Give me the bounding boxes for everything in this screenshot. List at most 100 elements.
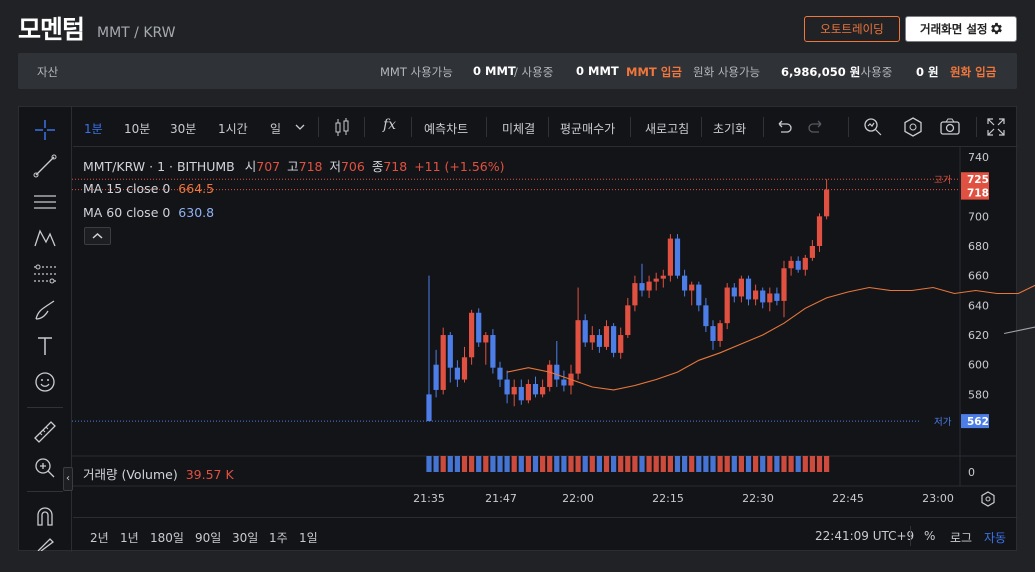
brush-icon[interactable] [32,297,58,323]
range-2y[interactable]: 2년 [90,531,109,545]
legend-close-label: 종 [371,159,384,174]
mmt-in-use-label: / 사용중 [514,65,554,79]
interval-10m[interactable]: 10분 [124,122,151,136]
range-1y[interactable]: 1년 [120,531,139,545]
ma60-legend: MA 60 close 0 630.8 [83,205,214,220]
page-header: 모멘텀 MMT / KRW 오토트레이딩 거래화면 설정 [0,0,1035,52]
drawing-toolbar [19,107,72,552]
bottom-separator [910,526,911,546]
toolbar-separator [630,117,631,137]
range-1d[interactable]: 1일 [299,531,318,545]
ma15-legend: MA 15 close 0 664.5 [83,181,214,196]
toolbar-separator [548,117,549,137]
interval-1h[interactable]: 1시간 [218,122,248,136]
krw-available-value: 6,986,050 원 [781,65,861,79]
collapse-legend-button[interactable] [84,227,111,245]
ohlc-legend: MMT/KRW · 1 · BITHUMB 시707 고718 저706 종71… [83,156,504,175]
range-1w[interactable]: 1주 [269,531,288,545]
toolbar-separator [318,117,319,137]
toolbar-separator [701,117,702,137]
pattern-icon[interactable] [32,225,58,251]
asset-label: 자산 [37,65,59,79]
legend-change: +11 (+1.56%) [414,159,505,174]
tool-divider [27,407,63,408]
mmt-available-label: MMT 사용가능 [380,65,453,79]
legend-symbol: MMT/KRW · 1 · BITHUMB [83,159,235,174]
magnet-icon[interactable] [32,503,58,529]
volume-legend: 거래량 (Volume) 39.57 K [83,464,234,483]
crosshair-icon[interactable] [32,117,58,143]
emoji-icon[interactable] [32,369,58,395]
krw-in-use-label: / 사용중 [853,65,893,79]
screen-settings-label: 거래화면 설정 [920,22,988,36]
auto-trading-button[interactable]: 오토트레이딩 [804,16,900,42]
range-30d[interactable]: 30일 [232,531,259,545]
search-chart-icon[interactable] [862,116,884,138]
toolbar-separator [486,117,487,137]
toolbar-separator [364,117,365,137]
avg-buy-price-button[interactable]: 평균매수가 [560,122,616,136]
krw-in-use-value: 0 원 [916,65,939,79]
toolbar-separator [763,117,764,137]
log-scale-toggle[interactable]: 로그 [950,531,973,545]
trading-pair: MMT / KRW [97,25,176,41]
candlestick-type-icon[interactable] [331,116,353,138]
zoom-in-icon[interactable] [32,455,58,481]
krw-deposit-link[interactable]: 원화 입금 [950,65,997,79]
tool-divider [27,491,63,492]
ruler-icon[interactable] [32,419,58,445]
hexagon-settings-icon[interactable] [902,116,924,138]
toolbar-separator [976,117,977,137]
chart-toolbar: 1분 10분 30분 1시간 일 fx 예측차트 미체결 평균매수가 새로고침 … [73,107,1018,147]
mmt-in-use-value: 0 MMT [576,64,619,78]
ma60-label: MA 60 close 0 [83,205,171,220]
screen-settings-button[interactable]: 거래화면 설정 [905,16,1017,42]
range-90d[interactable]: 90일 [195,531,222,545]
pencil-icon[interactable] [32,537,58,551]
interval-day[interactable]: 일 [270,122,282,136]
horizontal-lines-icon[interactable] [32,189,58,215]
mmt-available-value: 0 MMT [473,64,516,78]
clock-display[interactable]: 22:41:09 UTC+9 [815,529,915,543]
chevron-up-icon [92,232,103,239]
camera-icon[interactable] [939,116,961,138]
toolbar-separator [848,117,849,137]
legend-close-value: 718 [383,159,408,174]
ma60-value: 630.8 [178,205,215,220]
ma15-label: MA 15 close 0 [83,181,171,196]
auto-scale-toggle[interactable]: 자동 [984,531,1007,545]
interval-30m[interactable]: 30분 [170,122,197,136]
page-title: 모멘텀 [18,15,85,44]
toolbar-collapse-handle[interactable]: ‹ [63,467,73,491]
fullscreen-icon[interactable] [985,116,1007,138]
percent-scale-toggle[interactable]: % [924,529,936,543]
ma15-value: 664.5 [178,181,215,196]
forecast-chart-button[interactable]: 예측차트 [424,122,469,136]
redo-icon[interactable] [806,116,828,138]
undo-icon[interactable] [772,116,794,138]
mmt-deposit-link[interactable]: MMT 입금 [626,65,682,79]
legend-high-value: 718 [298,159,323,174]
legend-low-label: 저 [329,159,341,174]
unfilled-orders-button[interactable]: 미체결 [502,122,536,136]
indicator-icon[interactable]: fx [383,117,397,133]
volume-label: 거래량 (Volume) [83,467,178,482]
asset-summary-bar: 자산 MMT 사용가능 0 MMT / 사용중 0 MMT MMT 입금 원화 … [18,53,1017,89]
toolbar-separator [411,117,412,137]
krw-available-label: 원화 사용가능 [693,65,761,79]
fib-retracement-icon[interactable] [32,261,58,287]
reset-button[interactable]: 초기화 [713,122,747,136]
legend-high-label: 고 [287,159,299,174]
volume-value: 39.57 K [185,467,234,482]
text-tool-icon[interactable] [32,333,58,359]
gear-icon [991,22,1002,35]
trend-line-icon[interactable] [32,153,58,179]
legend-open-label: 시 [244,159,257,174]
chart-bottom-bar: 2년 1년 180일 90일 30일 1주 1일 22:41:09 UTC+9 … [73,517,1018,552]
range-180d[interactable]: 180일 [150,531,184,545]
refresh-button[interactable]: 새로고침 [645,122,690,136]
chevron-down-icon[interactable] [293,118,307,136]
interval-1m[interactable]: 1분 [84,122,103,136]
legend-low-value: 706 [340,159,365,174]
legend-open-value: 707 [256,159,281,174]
